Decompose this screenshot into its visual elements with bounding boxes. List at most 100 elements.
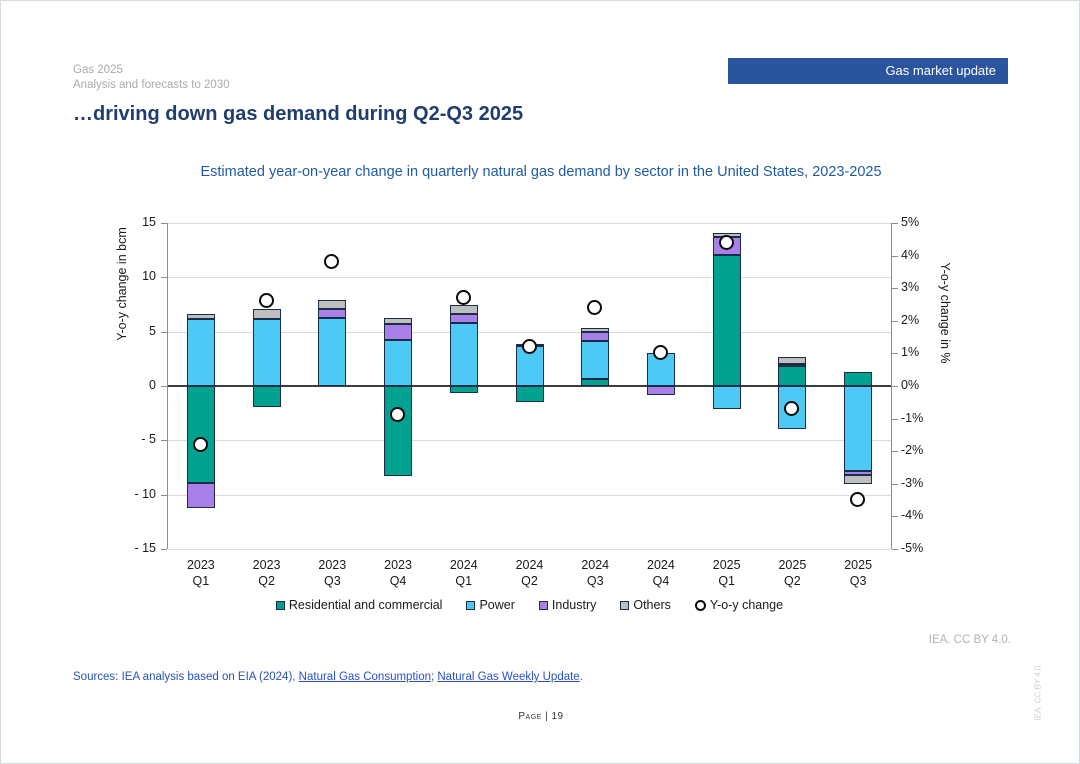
y-axis-tick-label-right: 3% bbox=[901, 280, 920, 295]
chart-title: Estimated year-on-year change in quarter… bbox=[200, 164, 882, 180]
y-axis-tick-left bbox=[161, 331, 167, 333]
bar-segment-others bbox=[778, 356, 807, 365]
y-axis-tick-left bbox=[161, 223, 167, 224]
y-axis-tick-label-left: 5 bbox=[149, 323, 156, 338]
report-series-label: Gas 2025 Analysis and forecasts to 2030 bbox=[73, 63, 230, 93]
y-axis-tick-label-left: 0 bbox=[149, 378, 156, 392]
bar-segment-industry bbox=[318, 308, 347, 318]
yoy-change-marker bbox=[258, 293, 274, 309]
bar-segment-industry bbox=[186, 482, 215, 508]
bar-segment-power bbox=[449, 322, 478, 386]
bar-segment-power bbox=[515, 345, 544, 386]
y-axis-tick-label-left: - 5 bbox=[141, 432, 156, 447]
legend-item-industry: Industry bbox=[538, 598, 597, 612]
bar-segment-power bbox=[778, 386, 807, 430]
y-axis-tick-label-right: -5% bbox=[901, 541, 924, 555]
yoy-change-marker bbox=[784, 400, 800, 416]
bar-segment-residential-and-commercial bbox=[712, 254, 741, 386]
legend-label: Power bbox=[479, 598, 515, 612]
y-axis-tick-right bbox=[892, 288, 898, 290]
bar-segment-others bbox=[581, 328, 610, 332]
yoy-change-marker bbox=[718, 234, 734, 250]
legend-swatch-icon bbox=[620, 600, 630, 610]
y-axis-tick-label-right: -4% bbox=[901, 508, 924, 523]
bar-segment-residential-and-commercial bbox=[844, 371, 873, 386]
y-axis-tick-label-right: -1% bbox=[901, 410, 924, 425]
y-axis-tick-right bbox=[892, 223, 898, 224]
x-axis-tick-label: 2024 Q1 bbox=[449, 558, 478, 588]
section-badge: Gas market update bbox=[728, 58, 1008, 84]
x-axis-tick-label: 2025 Q1 bbox=[712, 558, 741, 588]
bar-segment-residential-and-commercial bbox=[515, 386, 544, 403]
y-axis-tick-right bbox=[892, 353, 898, 355]
report-series-line1: Gas 2025 bbox=[73, 64, 123, 76]
y-axis-tick-label-right: 1% bbox=[901, 345, 920, 360]
source-link-natural-gas-consumption[interactable]: Natural Gas Consumption bbox=[298, 671, 431, 683]
bar-segment-residential-and-commercial bbox=[252, 386, 281, 407]
sources-suffix: . bbox=[579, 671, 583, 683]
gridline bbox=[168, 277, 891, 279]
x-axis-tick-label: 2024 Q2 bbox=[515, 558, 544, 588]
x-axis-tick-label: 2023 Q3 bbox=[318, 558, 347, 588]
yoy-change-marker bbox=[587, 299, 603, 315]
y-axis-tick-left bbox=[161, 277, 167, 279]
yoy-change-marker bbox=[521, 338, 537, 354]
y-axis-tick-label-right: -3% bbox=[901, 475, 924, 490]
y-axis-tick-label-right: -2% bbox=[901, 443, 924, 458]
yoy-change-marker bbox=[324, 254, 340, 270]
bar-segment-industry bbox=[449, 314, 478, 323]
gridline bbox=[168, 494, 891, 496]
bar-segment-residential-and-commercial bbox=[449, 386, 478, 393]
open-circle-marker-icon bbox=[694, 599, 706, 611]
yoy-change-marker bbox=[455, 289, 471, 305]
y-axis-tick-label-left: 10 bbox=[142, 269, 156, 284]
page-title: …driving down gas demand during Q2-Q3 20… bbox=[73, 103, 524, 125]
legend-label: Industry bbox=[551, 598, 597, 612]
bar-segment-power bbox=[252, 318, 281, 386]
bar-segment-power bbox=[581, 341, 610, 380]
x-axis-tick-label: 2023 Q2 bbox=[252, 558, 281, 588]
x-axis-tick-label: 2024 Q4 bbox=[647, 558, 675, 588]
legend-item-others: Others bbox=[620, 598, 671, 612]
x-axis-tick-label: 2025 Q2 bbox=[778, 558, 807, 588]
y-axis-tick-label-right: 0% bbox=[901, 378, 920, 392]
y-axis-tick-label-left: 15 bbox=[142, 215, 156, 229]
bar-segment-industry bbox=[778, 364, 807, 367]
bar-segment-residential-and-commercial bbox=[778, 366, 807, 386]
bar-segment-industry bbox=[581, 331, 610, 342]
sources-line: Sources: IEA analysis based on EIA (2024… bbox=[73, 671, 583, 683]
bar-segment-others bbox=[252, 308, 281, 319]
bar-segment-others bbox=[318, 300, 347, 309]
y-axis-tick-left bbox=[161, 440, 167, 442]
gridline bbox=[168, 549, 891, 550]
right-axis-line bbox=[891, 223, 892, 549]
page-number: Page | 19 bbox=[518, 711, 564, 722]
sources-prefix: Sources: IEA analysis based on EIA (2024… bbox=[73, 671, 299, 683]
gridline bbox=[168, 331, 891, 333]
bar-segment-others bbox=[844, 475, 873, 484]
legend-label: Others bbox=[633, 598, 671, 612]
legend-swatch-icon bbox=[275, 600, 285, 610]
gridline bbox=[168, 223, 891, 224]
source-link-natural-gas-weekly-update[interactable]: Natural Gas Weekly Update bbox=[437, 671, 580, 683]
legend-label: Residential and commercial bbox=[288, 598, 443, 612]
yoy-change-marker bbox=[390, 407, 406, 423]
y-axis-tick-right bbox=[892, 386, 898, 387]
sources-separator: ; bbox=[430, 671, 438, 683]
legend-item-yoy-change: Y-o-y change bbox=[694, 598, 783, 612]
bar-segment-others bbox=[186, 314, 215, 319]
bar-segment-industry bbox=[844, 470, 873, 476]
license-credit: IEA. CC BY 4.0. bbox=[928, 634, 1011, 646]
chart-legend: Residential and commercial Power Industry O… bbox=[168, 598, 891, 612]
bar-segment-industry bbox=[384, 324, 413, 341]
y-axis-tick-left bbox=[161, 549, 167, 550]
bar-segment-power bbox=[384, 340, 413, 386]
bar-segment-residential-and-commercial bbox=[186, 386, 215, 483]
legend-item-power: Power bbox=[466, 598, 515, 612]
bar-segment-residential-and-commercial bbox=[384, 386, 413, 477]
y-axis-tick-right bbox=[892, 255, 898, 257]
gridline bbox=[168, 440, 891, 442]
x-axis-tick-label: 2024 Q3 bbox=[581, 558, 610, 588]
y-axis-tick-label-right: 2% bbox=[901, 312, 920, 327]
